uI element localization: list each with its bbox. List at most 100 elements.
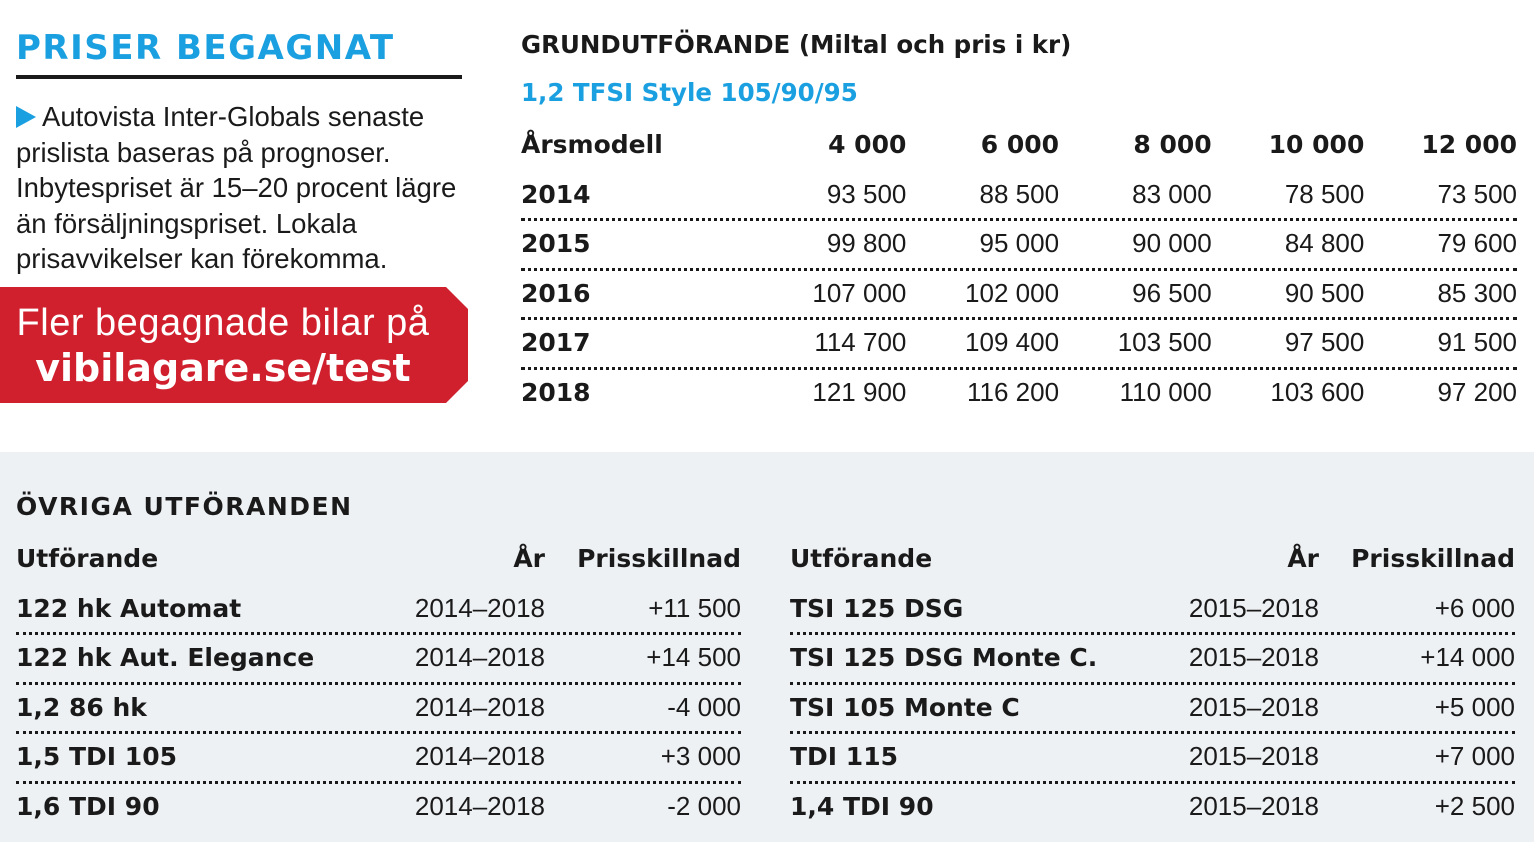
intro-text: Autovista Inter-Globals senaste prislist… <box>16 99 464 277</box>
table-row: 2016 107 000 102 000 96 500 90 500 85 30… <box>521 269 1517 320</box>
price-difference: +7 000 <box>1434 741 1515 772</box>
price-cell: 95 000 <box>979 228 1060 259</box>
version-years: 2014–2018 <box>414 592 545 623</box>
version-years: 2014–2018 <box>414 741 545 772</box>
price-difference: +14 500 <box>646 642 741 673</box>
column-header: Utförande <box>790 544 933 574</box>
other-versions-table-right: Utförande År Prisskillnad TSI 125 DSG 20… <box>790 534 1515 831</box>
version-name: TDI 115 <box>790 742 898 772</box>
table-row: 2018 121 900 116 200 110 000 103 600 97 … <box>521 368 1517 418</box>
table-row: TSI 125 DSG 2015–2018 +6 000 <box>790 584 1515 635</box>
price-cell: 102 000 <box>965 277 1060 308</box>
year-cell: 2014 <box>521 179 591 209</box>
version-name: 1,5 TDI 105 <box>16 742 177 772</box>
column-header: Årsmodell <box>521 130 663 160</box>
base-price-title: GRUNDUTFÖRANDE (Miltal och pris i kr) <box>521 30 1072 59</box>
table-row: 2017 114 700 109 400 103 500 97 500 91 5… <box>521 318 1517 369</box>
version-years: 2014–2018 <box>414 691 545 722</box>
table-row: 1,4 TDI 90 2015–2018 +2 500 <box>790 782 1515 832</box>
price-cell: 78 500 <box>1284 178 1365 209</box>
price-difference: +6 000 <box>1434 592 1515 623</box>
table-header-row: Utförande År Prisskillnad <box>790 534 1515 584</box>
intro-body: Autovista Inter-Globals senaste prislist… <box>16 101 457 274</box>
base-price-table: Årsmodell 4 000 6 000 8 000 10 000 12 00… <box>521 120 1517 417</box>
version-name: 1,6 TDI 90 <box>16 791 160 821</box>
column-header: 10 000 <box>1268 130 1365 160</box>
table-row: 122 hk Aut. Elegance 2014–2018 +14 500 <box>16 633 741 684</box>
table-row: TSI 105 Monte C 2015–2018 +5 000 <box>790 683 1515 734</box>
column-header: Utförande <box>16 544 159 574</box>
price-cell: 107 000 <box>812 277 907 308</box>
price-difference: -4 000 <box>667 691 741 722</box>
arrow-right-icon <box>16 106 36 128</box>
version-years: 2014–2018 <box>414 642 545 673</box>
title-divider <box>16 75 462 79</box>
banner-line1: Fler begagnade bilar på <box>16 302 430 344</box>
table-row: 2015 99 800 95 000 90 000 84 800 79 600 <box>521 219 1517 270</box>
table-row: 1,6 TDI 90 2014–2018 -2 000 <box>16 782 741 832</box>
version-name: 1,4 TDI 90 <box>790 791 934 821</box>
price-cell: 93 500 <box>826 178 907 209</box>
year-cell: 2015 <box>521 229 591 259</box>
table-row: 122 hk Automat 2014–2018 +11 500 <box>16 584 741 635</box>
price-cell: 88 500 <box>979 178 1060 209</box>
version-years: 2015–2018 <box>1188 741 1319 772</box>
price-difference: -2 000 <box>667 790 741 821</box>
column-header: 6 000 <box>980 130 1060 160</box>
version-name: 122 hk Automat <box>16 593 242 623</box>
banner-text: Fler begagnade bilar på vibilagare.se/te… <box>0 301 446 391</box>
version-years: 2014–2018 <box>414 790 545 821</box>
price-cell: 103 600 <box>1270 376 1365 407</box>
price-difference: +14 000 <box>1420 642 1515 673</box>
price-cell: 103 500 <box>1117 327 1212 358</box>
other-versions-table-left: Utförande År Prisskillnad 122 hk Automat… <box>16 534 741 831</box>
price-cell: 114 700 <box>814 327 907 358</box>
price-cell: 91 500 <box>1437 327 1517 358</box>
price-cell: 85 300 <box>1437 277 1517 308</box>
price-cell: 97 500 <box>1284 327 1365 358</box>
year-cell: 2017 <box>521 328 591 358</box>
model-title: 1,2 TFSI Style 105/90/95 <box>521 78 858 107</box>
banner-line2: vibilagare.se/test <box>35 346 411 390</box>
price-cell: 73 500 <box>1437 178 1517 209</box>
table-row: 2014 93 500 88 500 83 000 78 500 73 500 <box>521 170 1517 221</box>
table-header-row: Utförande År Prisskillnad <box>16 534 741 584</box>
price-cell: 79 600 <box>1437 228 1517 259</box>
price-difference: +11 500 <box>648 592 741 623</box>
version-name: TSI 125 DSG Monte C. <box>790 643 1098 673</box>
version-name: TSI 105 Monte C <box>790 692 1020 722</box>
version-name: TSI 125 DSG <box>790 593 964 623</box>
column-header: År <box>513 544 545 574</box>
page-title: PRISER BEGAGNAT <box>16 28 395 68</box>
intro-column: PRISER BEGAGNAT Autovista Inter-Globals … <box>16 0 464 277</box>
other-versions-title: ÖVRIGA UTFÖRANDEN <box>16 492 353 521</box>
price-cell: 116 200 <box>966 376 1060 407</box>
price-cell: 96 500 <box>1132 277 1212 308</box>
table-row: 1,5 TDI 105 2014–2018 +3 000 <box>16 732 741 783</box>
price-cell: 121 900 <box>812 376 907 407</box>
version-name: 1,2 86 hk <box>16 692 147 722</box>
price-cell: 97 200 <box>1437 376 1517 407</box>
table-row: TSI 125 DSG Monte C. 2015–2018 +14 000 <box>790 633 1515 684</box>
year-cell: 2018 <box>521 377 591 407</box>
price-cell: 90 500 <box>1284 277 1365 308</box>
version-years: 2015–2018 <box>1188 642 1319 673</box>
column-header: År <box>1287 544 1319 574</box>
column-header: 8 000 <box>1133 130 1212 160</box>
price-cell: 110 000 <box>1119 376 1212 407</box>
price-difference: +5 000 <box>1434 691 1515 722</box>
column-header: Prisskillnad <box>1351 544 1515 574</box>
price-cell: 83 000 <box>1132 178 1212 209</box>
year-cell: 2016 <box>521 278 591 308</box>
version-years: 2015–2018 <box>1188 592 1319 623</box>
price-difference: +3 000 <box>660 741 741 772</box>
banner-shape <box>0 287 468 403</box>
version-years: 2015–2018 <box>1188 691 1319 722</box>
table-row: TDI 115 2015–2018 +7 000 <box>790 732 1515 783</box>
column-header: 4 000 <box>828 130 907 160</box>
column-header: Prisskillnad <box>577 544 741 574</box>
website-banner-link[interactable]: Fler begagnade bilar på vibilagare.se/te… <box>0 287 468 403</box>
price-cell: 90 000 <box>1132 228 1212 259</box>
version-years: 2015–2018 <box>1188 790 1319 821</box>
other-versions-panel <box>0 452 1534 842</box>
